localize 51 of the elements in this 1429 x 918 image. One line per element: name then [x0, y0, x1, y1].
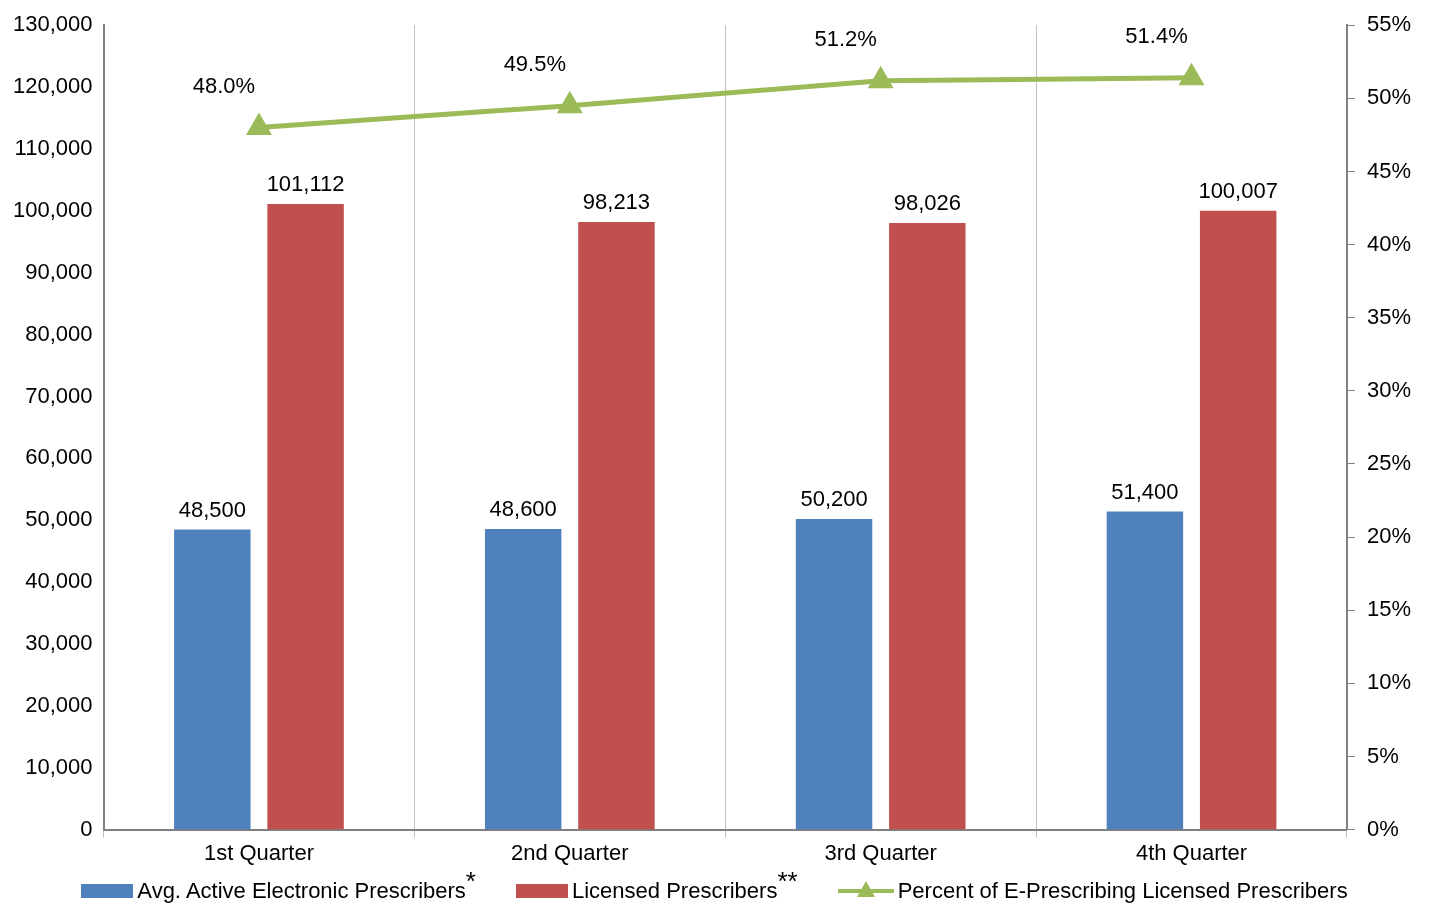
x-tick-label: 2nd Quarter: [511, 839, 629, 865]
y2-tick-label: 30%: [1366, 376, 1412, 402]
y2-tick-label: 35%: [1366, 303, 1412, 329]
y-tick-label: 10,000: [25, 753, 93, 779]
data-label: 48,600: [489, 495, 557, 521]
y2-tick-label: 50%: [1366, 84, 1412, 110]
data-label: 48.0%: [192, 72, 256, 98]
y-tick-label: 130,000: [12, 11, 93, 37]
y2-tick-label: 45%: [1366, 157, 1412, 183]
data-label: 50,200: [800, 486, 868, 512]
y-tick-label: 100,000: [12, 196, 93, 222]
y-tick-label: 0: [80, 815, 93, 841]
y-tick-label: 30,000: [25, 630, 93, 656]
x-tick-label: 1st Quarter: [203, 839, 314, 865]
bar: [795, 518, 873, 830]
y2-tick-label: 25%: [1366, 450, 1412, 476]
data-label: 51.2%: [814, 25, 877, 51]
x-tick-label: 4th Quarter: [1135, 839, 1248, 865]
y2-tick-label: 0%: [1366, 815, 1399, 841]
y-tick-label: 120,000: [12, 73, 93, 99]
data-label: 51.4%: [1125, 22, 1188, 48]
bar: [484, 528, 562, 830]
y-tick-label: 90,000: [25, 258, 93, 284]
x-tick-label: 3rd Quarter: [824, 839, 937, 865]
bar: [578, 221, 655, 830]
bar: [1106, 511, 1184, 830]
data-label: 98,026: [893, 190, 961, 216]
y-tick-label: 70,000: [25, 382, 93, 408]
data-label: 48,500: [178, 496, 246, 522]
legend-label: Percent of E-Prescribing Licensed Prescribers: [897, 878, 1348, 904]
y-tick-label: 60,000: [25, 444, 93, 470]
data-label: 100,007: [1198, 177, 1278, 203]
y-tick-label: 20,000: [25, 691, 93, 717]
y-tick-label: 80,000: [25, 320, 93, 346]
data-label: 51,400: [1111, 478, 1179, 504]
data-label: 101,112: [266, 171, 345, 197]
bar: [1199, 210, 1277, 830]
y-tick-label: 110,000: [14, 135, 93, 161]
y2-tick-label: 40%: [1366, 230, 1412, 256]
bar: [889, 223, 966, 830]
bar: [174, 529, 251, 830]
y2-tick-label: 15%: [1366, 596, 1412, 622]
y-tick-label: 50,000: [25, 506, 93, 532]
y2-tick-label: 55%: [1366, 11, 1412, 37]
y2-tick-label: 10%: [1366, 669, 1412, 695]
y2-tick-label: 20%: [1366, 523, 1412, 549]
bar: [267, 203, 344, 830]
data-label: 49.5%: [503, 50, 567, 76]
data-label: 98,213: [582, 188, 651, 214]
y-tick-label: 40,000: [25, 568, 93, 594]
y2-tick-label: 5%: [1366, 742, 1399, 768]
